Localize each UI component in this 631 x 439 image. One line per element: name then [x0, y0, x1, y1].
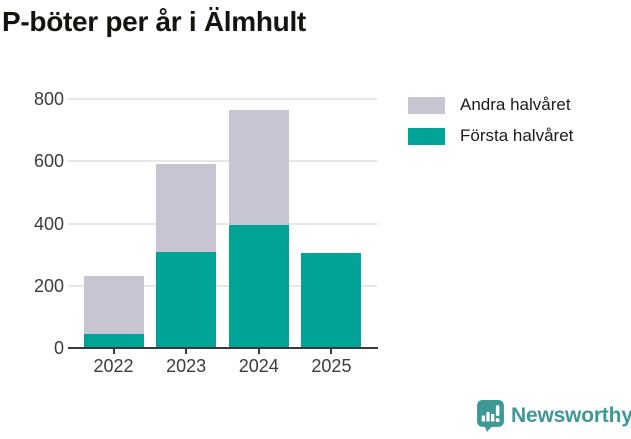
x-axis-tick — [112, 349, 115, 354]
y-axis-tick-label: 400 — [33, 213, 64, 234]
chart-title: P-böter per år i Älmhult — [2, 6, 306, 37]
x-axis-tick-label: 2023 — [166, 356, 207, 376]
newsworthy-bar-chart-speech-bubble-icon — [477, 400, 504, 432]
x-axis-line — [68, 347, 378, 349]
bar-2022-andra-halvaret — [83, 276, 144, 334]
legend-item-forsta-halvaret: Första halvåret — [408, 126, 573, 146]
x-axis-tick — [257, 349, 260, 354]
y-axis-tick-label: 800 — [33, 89, 64, 109]
bar-2023-forsta-halvaret — [156, 251, 217, 348]
y-axis-tick-label: 200 — [33, 275, 64, 296]
bar-2023-andra-halvaret — [156, 164, 217, 252]
gridline-800 — [68, 98, 377, 100]
y-axis-tick-label: 600 — [33, 151, 64, 172]
x-axis-tick — [185, 349, 188, 354]
x-axis-tick-label: 2025 — [311, 356, 352, 376]
x-axis-tick — [330, 349, 333, 354]
x-axis-tick-label: 2022 — [93, 356, 134, 376]
legend-item-andra-halvaret: Andra halvåret — [408, 95, 573, 115]
x-axis-tick-label: 2024 — [238, 356, 279, 376]
plot-area — [68, 98, 377, 348]
bar-2024-forsta-halvaret — [228, 225, 289, 348]
legend-swatch-andra-halvaret — [408, 96, 445, 114]
y-axis-tick-label: 0 — [53, 338, 64, 358]
newsworthy-logo[interactable]: Newsworthy — [477, 400, 631, 432]
gridline-400 — [68, 222, 377, 225]
legend-swatch-forsta-halvaret — [408, 127, 445, 145]
bar-2025-forsta-halvaret — [301, 253, 362, 348]
newsworthy-wordmark: Newsworthy — [511, 404, 631, 427]
gridline-200 — [68, 284, 377, 287]
bar-2022-forsta-halvaret — [83, 334, 144, 348]
gridline-600 — [68, 160, 377, 163]
legend-label: Första halvåret — [460, 126, 574, 145]
legend: Andra halvåret Första halvåret — [408, 95, 573, 146]
legend-label: Andra halvåret — [460, 95, 571, 114]
bar-2024-andra-halvaret — [228, 109, 289, 226]
